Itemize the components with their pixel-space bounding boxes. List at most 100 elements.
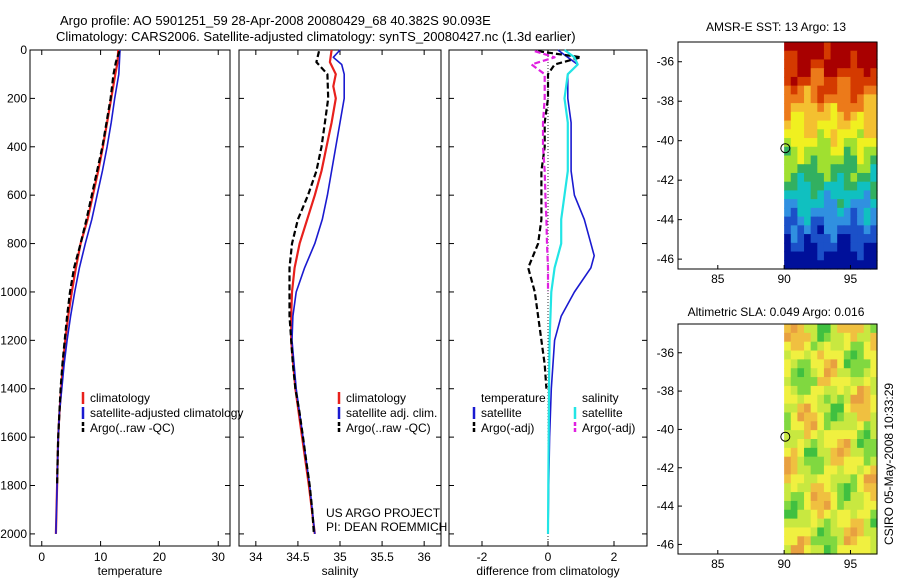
heatmap-cell [790, 439, 798, 449]
heatmap-cell [843, 85, 852, 95]
heatmap-cell [870, 260, 878, 270]
heatmap-cell [843, 483, 852, 493]
heatmap-cell [817, 439, 825, 449]
heatmap-cell [810, 500, 818, 511]
heatmap-cell [823, 181, 832, 192]
heatmap-cell [843, 359, 852, 369]
heatmap-cell [784, 545, 792, 555]
heatmap-cell [790, 447, 798, 458]
heatmap-cell [837, 260, 845, 270]
heatmap-cell [823, 430, 832, 440]
heatmap-cell [817, 146, 825, 157]
heatmap-cell [850, 68, 858, 78]
heatmap-cell [850, 394, 858, 405]
heatmap-cell [804, 225, 812, 235]
heatmap-cell [857, 518, 865, 529]
heatmap-cell [843, 518, 852, 529]
heatmap-cell [823, 385, 832, 396]
heatmap-cell [804, 234, 812, 244]
heatmap-cell [817, 59, 825, 69]
heatmap-cell [804, 120, 812, 130]
heatmap-cell [790, 68, 798, 78]
heatmap-cell [830, 536, 838, 546]
heatmap-cell [843, 199, 852, 209]
x-tick-label: 90 [777, 557, 791, 571]
heatmap-cell [870, 68, 878, 78]
heatmap-cell [823, 190, 832, 200]
heatmap-cell [870, 251, 878, 261]
heatmap-cell [863, 359, 871, 369]
series-line-climatology [290, 49, 337, 535]
heatmap-cell [870, 103, 878, 113]
heatmap-cell [784, 42, 792, 52]
heatmap-cell [863, 120, 871, 130]
heatmap-cell [817, 207, 825, 218]
heatmap-cell [870, 465, 878, 475]
heatmap-cell [817, 527, 825, 537]
heatmap-cell [810, 456, 818, 467]
heatmap-cell [823, 518, 832, 529]
heatmap-cell [790, 403, 798, 414]
heatmap-cell [790, 242, 798, 253]
heatmap-cell [837, 412, 845, 422]
heatmap-cell [843, 129, 852, 139]
heatmap-cell [870, 430, 878, 440]
heatmap-cell [797, 474, 805, 484]
heatmap-cell [830, 492, 838, 502]
heatmap-cell [830, 483, 838, 493]
heatmap-cell [823, 447, 832, 458]
y-tick-label: 200 [7, 91, 27, 105]
heatmap-cell [857, 138, 865, 148]
heatmap-cell [870, 518, 878, 529]
series-line-argo [288, 50, 330, 534]
argo-float-marker [780, 143, 791, 154]
heatmap-cell [784, 85, 792, 95]
heatmap-cell [823, 545, 832, 555]
heatmap-cell [850, 430, 858, 440]
x-tick-label: 0 [38, 550, 45, 564]
difference-legend-temperature: temperature satellite Argo(-adj) [472, 391, 546, 435]
heatmap-cell [870, 146, 878, 157]
heatmap-cell [823, 50, 832, 61]
x-tick-label: 30 [212, 550, 226, 564]
title-line-1: Argo profile: AO 5901251_59 28-Apr-2008 … [60, 13, 491, 28]
heatmap-cell [810, 447, 818, 458]
heatmap-cell [857, 50, 865, 61]
y-tick-label: -44 [657, 213, 675, 227]
heatmap-cell [850, 474, 858, 484]
series-line-satellite [55, 49, 121, 534]
heatmap-cell [843, 430, 852, 440]
heatmap-cell [863, 94, 871, 104]
heatmap-cell [823, 251, 832, 261]
heatmap-cell [843, 234, 852, 244]
heatmap-cell [817, 120, 825, 130]
heatmap-cell [837, 324, 845, 334]
heatmap-cell [817, 359, 825, 369]
heatmap-cell [790, 251, 798, 261]
heatmap-cell [863, 42, 871, 52]
heatmap-cell [857, 545, 865, 555]
heatmap-cell [804, 439, 812, 449]
heatmap-cell [817, 412, 825, 422]
heatmap-cell [810, 216, 818, 226]
heatmap-cell [830, 138, 838, 148]
heatmap-cell [870, 377, 878, 387]
heatmap-cell [863, 234, 871, 244]
heatmap-cell [843, 474, 852, 484]
heatmap-cell [843, 394, 852, 405]
heatmap-cell [837, 527, 845, 537]
heatmap-cell [784, 385, 792, 396]
heatmap-cell [857, 260, 865, 270]
x-tick-label: 95 [844, 557, 858, 571]
heatmap-cell [843, 465, 852, 475]
heatmap-cell [790, 155, 798, 165]
heatmap-cell [784, 251, 792, 261]
heatmap-cell [790, 164, 798, 174]
heatmap-cell [850, 439, 858, 449]
heatmap-cell [810, 111, 818, 122]
heatmap-cell [837, 456, 845, 467]
heatmap-cell [837, 394, 845, 405]
heatmap-cell [850, 181, 858, 192]
heatmap-cell [843, 103, 852, 113]
heatmap-cell [837, 421, 845, 431]
